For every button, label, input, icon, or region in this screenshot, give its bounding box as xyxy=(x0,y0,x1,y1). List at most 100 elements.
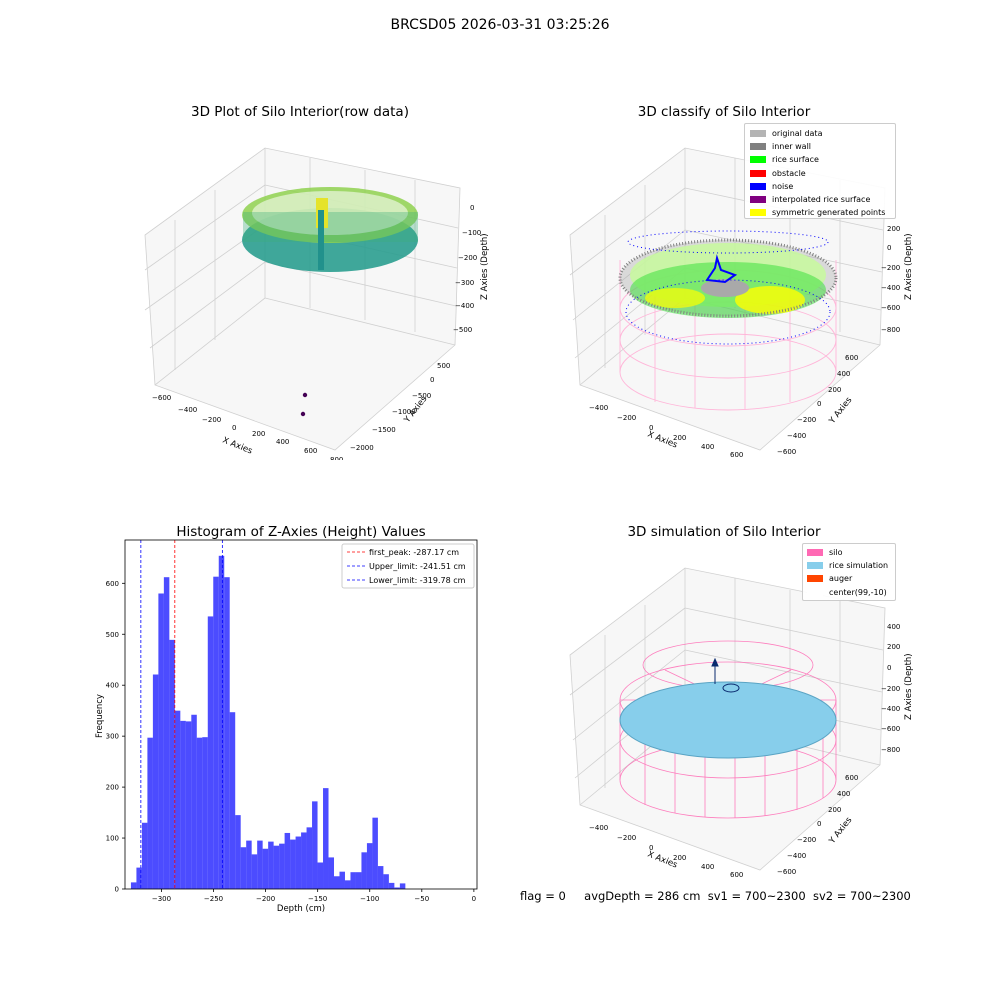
histogram-ylabel: Frequency xyxy=(95,694,105,738)
histogram-bar xyxy=(290,839,296,889)
histogram-ytick-label: 400 xyxy=(106,682,119,690)
histogram-bar xyxy=(262,848,269,889)
legend-label: Upper_limit: -241.51 cm xyxy=(369,562,466,571)
raw-xtick: −600 xyxy=(152,394,171,402)
legend-swatch xyxy=(750,156,766,164)
classify-xlabel: X Axies xyxy=(646,430,679,451)
simulation-xlabel: X Axies xyxy=(646,850,679,871)
legend-label: interpolated rice surface xyxy=(772,195,871,205)
histogram-xtick-label: −50 xyxy=(414,895,429,903)
simulation-xtick: 0 xyxy=(649,844,653,852)
legend-swatch xyxy=(750,209,766,217)
legend-label: symmetric generated points xyxy=(772,208,886,218)
histogram-bar xyxy=(334,876,340,889)
histogram-bar xyxy=(202,737,208,889)
simulation-xtick: 200 xyxy=(673,854,686,862)
simulation-ytick: 600 xyxy=(845,774,858,782)
histogram-bar xyxy=(312,801,318,889)
simulation-xtick: 600 xyxy=(730,871,743,879)
histogram-yticks: 0 100 200 300 400 500 600 xyxy=(106,580,125,894)
raw-ztick: −200 xyxy=(458,254,477,262)
histogram-ytick-label: 0 xyxy=(115,886,119,894)
histogram-xlabel: Depth (cm) xyxy=(277,904,325,914)
legend-swatch xyxy=(750,143,766,151)
status-flag: flag = 0 xyxy=(520,889,566,903)
simulation-ztick: −400 xyxy=(881,705,900,713)
histogram-bar xyxy=(251,854,258,889)
legend-swatch xyxy=(807,562,823,570)
raw-panel-title: 3D Plot of Silo Interior(row data) xyxy=(191,104,409,120)
histogram-xticks: −300 −250 −200 −150 −100 −50 0 xyxy=(152,889,476,903)
legend-swatch xyxy=(750,130,766,137)
legend-swatch xyxy=(807,549,823,556)
histogram-bar xyxy=(180,720,186,889)
histogram-bar xyxy=(388,882,395,889)
legend-swatch xyxy=(750,182,766,190)
histogram-xtick-label: −300 xyxy=(152,895,171,903)
classify-ytick: 600 xyxy=(845,354,858,362)
raw-ztick: −500 xyxy=(453,326,472,334)
simulation-ytick: 200 xyxy=(828,806,841,814)
histogram-bar xyxy=(301,832,307,889)
histogram-bar xyxy=(279,843,285,889)
legend-label: Lower_limit: -319.78 cm xyxy=(369,576,466,585)
histogram-bar xyxy=(268,841,274,889)
raw-ztick: 0 xyxy=(470,204,474,212)
histogram-ytick-label: 300 xyxy=(106,733,119,741)
histogram-vlines xyxy=(140,540,223,889)
status-sv2: sv2 = 700~2300 xyxy=(812,889,911,903)
classify-ztick: −200 xyxy=(881,264,900,272)
histogram-legend: first_peak: -287.17 cm Upper_limit: -241… xyxy=(341,543,475,589)
raw-outlier-point xyxy=(302,392,308,398)
classify-xtick: 400 xyxy=(701,443,714,451)
simulation-rice-surface xyxy=(619,681,837,759)
simulation-ztick: −200 xyxy=(881,685,900,693)
histogram-bar xyxy=(295,836,302,889)
legend-label: inner wall xyxy=(772,142,812,152)
raw-ztick: −300 xyxy=(455,279,474,287)
histogram-xtick-label: 0 xyxy=(472,895,476,903)
histogram-bar xyxy=(246,840,252,889)
simulation-xtick: −400 xyxy=(589,824,608,832)
histogram-bar xyxy=(366,843,373,889)
histogram-bar xyxy=(224,577,230,889)
histogram-axes-frame xyxy=(124,539,478,890)
classify-ytick: 0 xyxy=(817,400,821,408)
figure-title: BRCSD05 2026-03-31 03:25:26 xyxy=(390,17,610,33)
simulation-3d-plot: −400 −200 0 200 400 600 600 400 200 0 −2… xyxy=(569,567,914,879)
histogram-bar xyxy=(174,710,181,889)
classify-legend: original data inner wall rice surface ob… xyxy=(744,123,896,219)
simulation-ytick: 400 xyxy=(837,790,850,798)
legend-swatch xyxy=(807,588,823,596)
histogram-chart: −300 −250 −200 −150 −100 −50 0 0 100 200 300 400 50… xyxy=(95,539,478,914)
legend-label: original data xyxy=(772,129,823,138)
raw-xtick: −400 xyxy=(178,406,197,414)
legend-swatch xyxy=(750,196,766,204)
classify-ytick: −200 xyxy=(797,416,816,424)
histogram-bar xyxy=(235,815,241,889)
simulation-ztick: 200 xyxy=(887,643,900,651)
raw-ytick: −2000 xyxy=(350,444,374,452)
classify-xtick: 200 xyxy=(673,434,686,442)
histogram-bar xyxy=(394,887,400,889)
classify-xtick: −400 xyxy=(589,404,608,412)
histogram-ytick-label: 100 xyxy=(106,835,119,843)
histogram-bars xyxy=(130,555,406,889)
histogram-title: Histogram of Z-Axies (Height) Values xyxy=(176,524,426,540)
histogram-bar xyxy=(191,714,197,889)
histogram-bar xyxy=(207,616,214,889)
status-avg-depth: avgDepth = 286 cm xyxy=(584,889,701,903)
classify-ytick: −600 xyxy=(777,448,796,456)
classify-zlabel: Z Axies (Depth) xyxy=(904,233,914,300)
simulation-ztick: 400 xyxy=(887,623,900,631)
raw-ytick: 0 xyxy=(430,376,434,384)
simulation-ylabel: Y Axies xyxy=(827,815,855,847)
raw-xtick: 200 xyxy=(252,430,265,438)
simulation-ztick: 0 xyxy=(887,664,891,672)
histogram-xtick-label: −150 xyxy=(308,895,327,903)
histogram-bar xyxy=(213,576,219,889)
histogram-bar xyxy=(284,832,291,889)
histogram-bar xyxy=(163,577,170,889)
histogram-bar xyxy=(377,866,384,889)
histogram-bar xyxy=(372,817,378,889)
